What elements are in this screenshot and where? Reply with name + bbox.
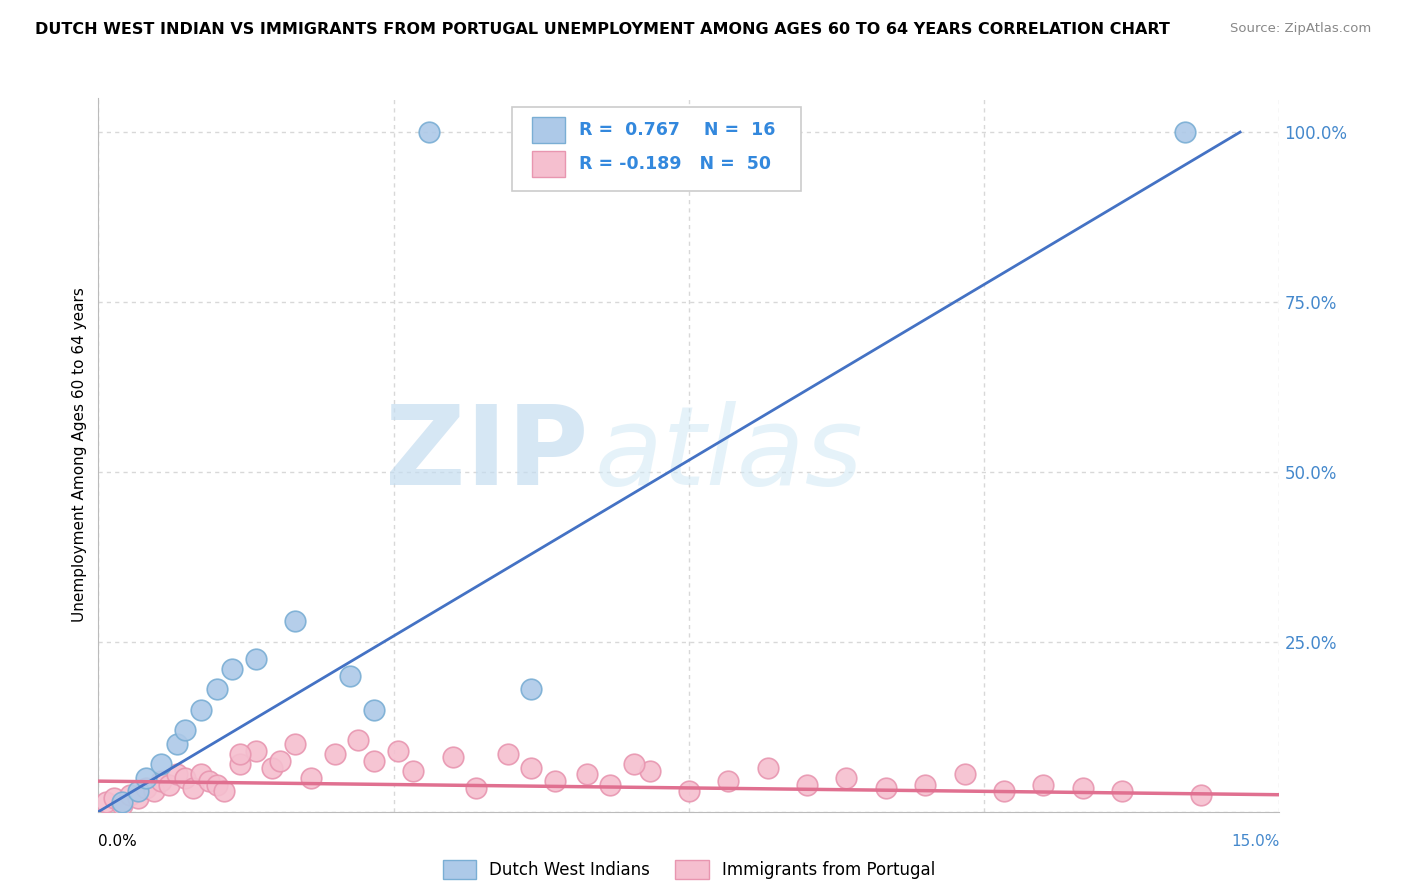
Point	[111, 795, 134, 809]
Point	[205, 682, 228, 697]
Text: atlas: atlas	[595, 401, 863, 508]
FancyBboxPatch shape	[531, 151, 565, 177]
Point	[520, 682, 543, 697]
Point	[465, 780, 488, 795]
Point	[441, 750, 464, 764]
Point	[118, 788, 141, 802]
Point	[174, 723, 197, 738]
Point	[157, 778, 180, 792]
Text: R = -0.189   N =  50: R = -0.189 N = 50	[579, 155, 770, 173]
Point	[993, 784, 1015, 798]
Point	[205, 778, 228, 792]
Point	[1111, 784, 1133, 798]
Point	[717, 774, 740, 789]
Point	[111, 797, 134, 812]
Point	[402, 764, 425, 778]
Point	[181, 780, 204, 795]
Text: 0.0%: 0.0%	[98, 834, 138, 849]
Point	[638, 764, 661, 778]
Text: DUTCH WEST INDIAN VS IMMIGRANTS FROM PORTUGAL UNEMPLOYMENT AMONG AGES 60 TO 64 Y: DUTCH WEST INDIAN VS IMMIGRANTS FROM POR…	[35, 22, 1170, 37]
Point	[127, 784, 149, 798]
Point	[599, 778, 621, 792]
FancyBboxPatch shape	[531, 118, 565, 143]
Point	[1071, 780, 1094, 795]
Point	[363, 754, 385, 768]
Point	[1032, 778, 1054, 792]
Point	[914, 778, 936, 792]
Point	[323, 747, 346, 761]
Text: ZIP: ZIP	[385, 401, 589, 508]
Point	[347, 733, 370, 747]
Point	[229, 747, 252, 761]
Point	[174, 771, 197, 785]
Point	[245, 652, 267, 666]
Point	[520, 760, 543, 774]
Y-axis label: Unemployment Among Ages 60 to 64 years: Unemployment Among Ages 60 to 64 years	[72, 287, 87, 623]
Text: 15.0%: 15.0%	[1232, 834, 1279, 849]
Legend: Dutch West Indians, Immigrants from Portugal: Dutch West Indians, Immigrants from Port…	[436, 853, 942, 886]
Point	[496, 747, 519, 761]
Point	[575, 767, 598, 781]
Point	[953, 767, 976, 781]
Point	[96, 795, 118, 809]
Point	[284, 737, 307, 751]
Point	[150, 774, 173, 789]
Point	[623, 757, 645, 772]
FancyBboxPatch shape	[512, 107, 801, 191]
Point	[150, 757, 173, 772]
Point	[835, 771, 858, 785]
Text: Source: ZipAtlas.com: Source: ZipAtlas.com	[1230, 22, 1371, 36]
Point	[299, 771, 322, 785]
Point	[135, 780, 157, 795]
Point	[875, 780, 897, 795]
Point	[1174, 125, 1197, 139]
Point	[190, 767, 212, 781]
Point	[387, 743, 409, 757]
Point	[214, 784, 236, 798]
Point	[544, 774, 567, 789]
Point	[678, 784, 700, 798]
Point	[245, 743, 267, 757]
Point	[103, 791, 125, 805]
Point	[166, 767, 188, 781]
Point	[756, 760, 779, 774]
Point	[135, 771, 157, 785]
Point	[260, 760, 283, 774]
Point	[197, 774, 219, 789]
Point	[1189, 788, 1212, 802]
Point	[796, 778, 818, 792]
Point	[166, 737, 188, 751]
Point	[221, 662, 243, 676]
Point	[339, 669, 361, 683]
Point	[229, 757, 252, 772]
Point	[269, 754, 291, 768]
Point	[127, 791, 149, 805]
Point	[418, 125, 440, 139]
Point	[142, 784, 165, 798]
Text: R =  0.767    N =  16: R = 0.767 N = 16	[579, 121, 776, 139]
Point	[284, 615, 307, 629]
Point	[363, 703, 385, 717]
Point	[190, 703, 212, 717]
